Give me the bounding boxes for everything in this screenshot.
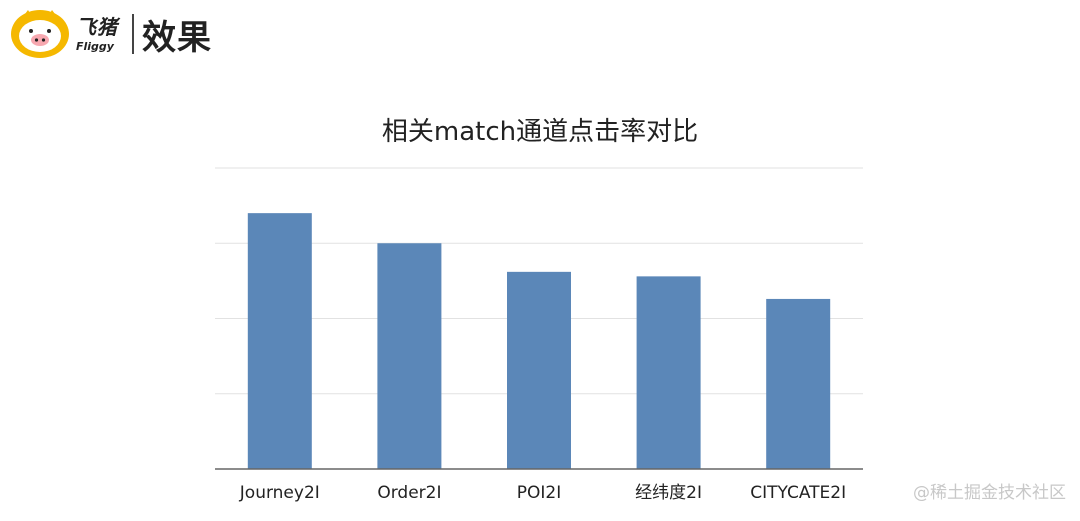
chart-title: 相关match通道点击率对比 (382, 117, 698, 147)
category-label-4: CITYCATE2I (750, 483, 846, 503)
category-label-3: 经纬度2I (635, 483, 702, 503)
brand-name-en: Fliggy (76, 39, 114, 53)
category-labels: Journey2I Order2I POI2I 经纬度2I CITYCATE2I (239, 483, 846, 503)
bar-3 (636, 276, 701, 469)
category-label-0: Journey2I (239, 483, 320, 503)
bar-0 (247, 213, 312, 469)
watermark: @稀土掘金技术社区 (913, 483, 1066, 503)
header: 飞猪 Fliggy 效果 (8, 6, 212, 62)
header-divider (132, 14, 134, 54)
page-title: 效果 (142, 17, 212, 58)
category-label-1: Order2I (377, 483, 441, 503)
bar-1 (377, 243, 442, 469)
category-label-2: POI2I (517, 483, 561, 503)
fliggy-pig-logo-icon (11, 10, 69, 58)
bars (247, 213, 831, 469)
brand-wordmark: 飞猪 Fliggy (76, 17, 118, 52)
brand-name-cn: 飞猪 (76, 14, 118, 39)
bar-4 (766, 298, 831, 469)
bar-2 (507, 271, 571, 469)
